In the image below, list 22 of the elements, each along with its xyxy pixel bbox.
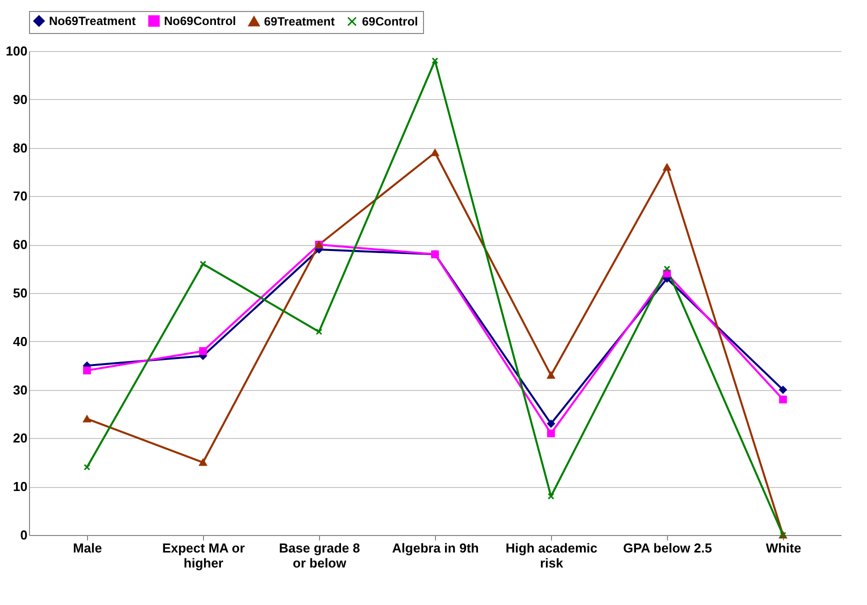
legend-label: 69Treatment (264, 14, 335, 28)
x-tick-label: Expect MA or higher (162, 540, 245, 570)
y-tick-label: 0 (20, 528, 28, 542)
y-tick-label: 100 (6, 44, 28, 58)
y-tick-label: 20 (13, 430, 28, 446)
y-tick-label: 70 (13, 188, 28, 204)
y-tick-label: 90 (13, 92, 28, 107)
legend-label: No69Control (164, 14, 236, 28)
y-tick-label: 40 (13, 334, 28, 349)
legend-label: 69Control (362, 14, 418, 28)
x-tick-label: High academic risk (506, 540, 598, 570)
x-tick-label: Base grade 8 or below (279, 540, 360, 570)
y-tick-label: 10 (13, 479, 28, 494)
x-tick-label: Algebra in 9th (392, 540, 479, 556)
legend-label: No69Treatment (49, 14, 136, 28)
x-tick-label: White (766, 540, 802, 556)
y-tick-label: 60 (13, 237, 28, 252)
x-tick-label: Male (73, 540, 102, 556)
y-tick-label: 50 (13, 286, 28, 300)
y-tick-label: 30 (13, 382, 28, 398)
x-tick-label: GPA below 2.5 (623, 540, 712, 556)
y-tick-label: 80 (13, 140, 28, 156)
